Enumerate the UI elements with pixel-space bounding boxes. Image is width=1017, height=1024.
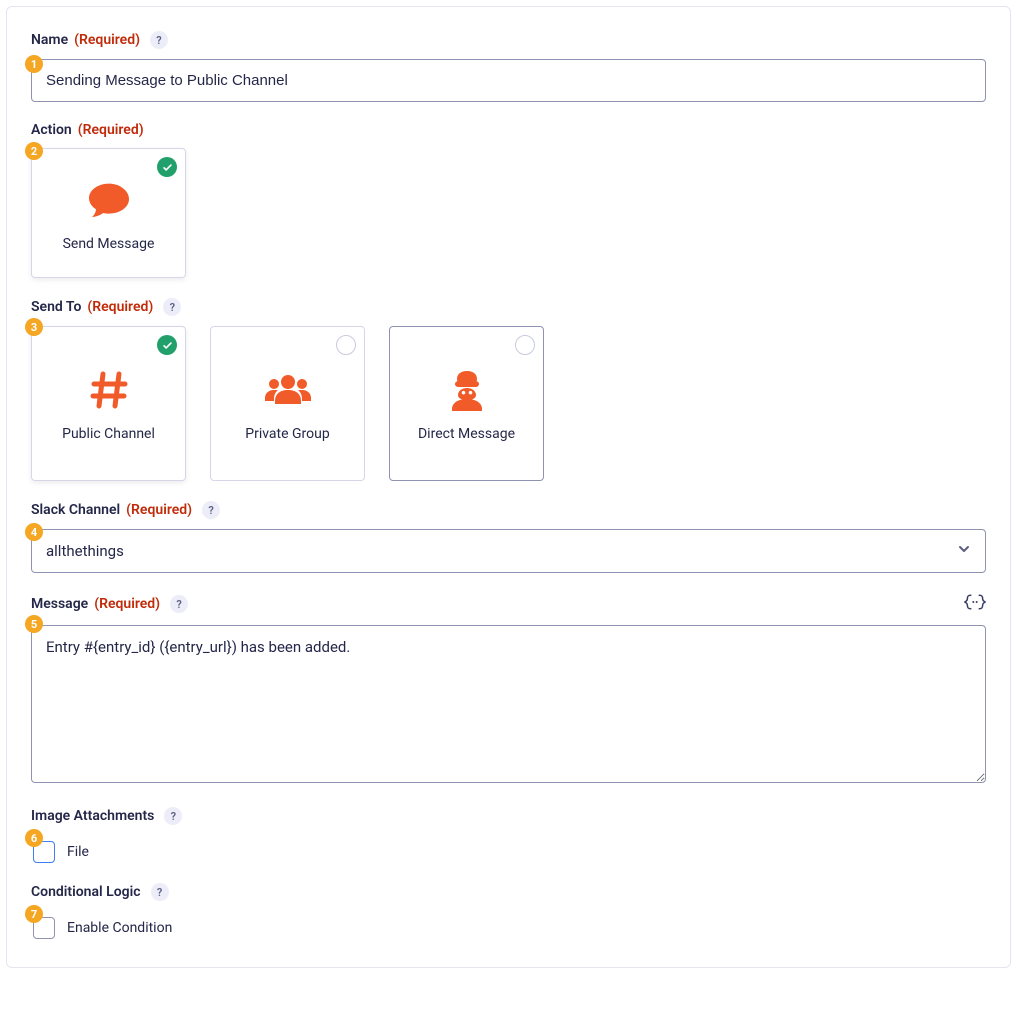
step-badge-7: 7 [25, 905, 43, 923]
action-card-send-message[interactable]: Send Message [31, 148, 186, 278]
message-textarea[interactable] [31, 625, 986, 783]
chat-icon [87, 177, 131, 223]
settings-panel: 1 Name (Required) ? 2 Action (Required) … [6, 6, 1011, 968]
send-to-label: Send To (Required) ? [31, 298, 181, 316]
action-label: Action (Required) [31, 122, 144, 138]
send-to-card-label: Public Channel [62, 425, 155, 443]
slack-channel-select[interactable]: allthethings [31, 529, 986, 573]
help-icon[interactable]: ? [150, 31, 168, 49]
help-icon[interactable]: ? [170, 595, 188, 613]
check-icon [157, 157, 177, 177]
enable-condition-label: Enable Condition [67, 920, 172, 936]
message-label-text: Message [31, 596, 88, 612]
group-icon [263, 367, 313, 413]
action-card-label: Send Message [63, 235, 155, 253]
send-to-card-label: Direct Message [418, 425, 515, 443]
agent-icon [447, 367, 487, 413]
send-to-label-text: Send To [31, 299, 81, 315]
radio-empty-icon [336, 335, 356, 355]
message-label: Message (Required) ? [31, 595, 188, 613]
step-badge-6: 6 [25, 829, 43, 847]
required-tag: (Required) [126, 502, 192, 518]
slack-channel-select-wrap: allthethings [31, 529, 986, 573]
required-tag: (Required) [78, 122, 144, 138]
conditional-logic-label: Conditional Logic ? [31, 883, 169, 901]
field-image-attachments: 6 Image Attachments ? File [31, 807, 986, 863]
help-icon[interactable]: ? [164, 807, 182, 825]
file-checkbox-row: File [31, 841, 986, 863]
send-to-cards: Public Channel [31, 326, 986, 481]
merge-tag-icon[interactable] [964, 593, 986, 615]
field-action: 2 Action (Required) Send Message [31, 122, 986, 278]
field-message: 5 Message (Required) ? [31, 593, 986, 787]
file-checkbox-label: File [67, 844, 89, 860]
step-badge-4: 4 [25, 523, 43, 541]
conditional-logic-label-text: Conditional Logic [31, 884, 141, 900]
enable-condition-row: Enable Condition [31, 917, 986, 939]
hash-icon [89, 367, 129, 413]
field-name: 1 Name (Required) ? [31, 31, 986, 102]
required-tag: (Required) [87, 299, 153, 315]
image-attachments-label-text: Image Attachments [31, 808, 154, 824]
help-icon[interactable]: ? [202, 501, 220, 519]
step-badge-1: 1 [25, 55, 43, 73]
slack-channel-label: Slack Channel (Required) ? [31, 501, 220, 519]
image-attachments-label: Image Attachments ? [31, 807, 182, 825]
help-icon[interactable]: ? [151, 883, 169, 901]
send-to-card-public-channel[interactable]: Public Channel [31, 326, 186, 481]
help-icon[interactable]: ? [163, 298, 181, 316]
required-tag: (Required) [74, 32, 140, 48]
send-to-card-label: Private Group [245, 425, 329, 443]
action-label-text: Action [31, 122, 72, 138]
step-badge-3: 3 [25, 318, 43, 336]
step-badge-5: 5 [25, 615, 43, 633]
field-send-to: 3 Send To (Required) ? [31, 298, 986, 481]
field-conditional-logic: 7 Conditional Logic ? Enable Condition [31, 883, 986, 939]
radio-empty-icon [515, 335, 535, 355]
check-icon [157, 335, 177, 355]
step-badge-2: 2 [25, 142, 43, 160]
name-label-text: Name [31, 32, 68, 48]
name-label: Name (Required) ? [31, 31, 168, 49]
field-slack-channel: 4 Slack Channel (Required) ? allthething… [31, 501, 986, 573]
action-cards: Send Message [31, 148, 986, 278]
send-to-card-private-group[interactable]: Private Group [210, 326, 365, 481]
name-input[interactable] [31, 59, 986, 102]
required-tag: (Required) [94, 596, 160, 612]
slack-channel-label-text: Slack Channel [31, 502, 120, 518]
send-to-card-direct-message[interactable]: Direct Message [389, 326, 544, 481]
